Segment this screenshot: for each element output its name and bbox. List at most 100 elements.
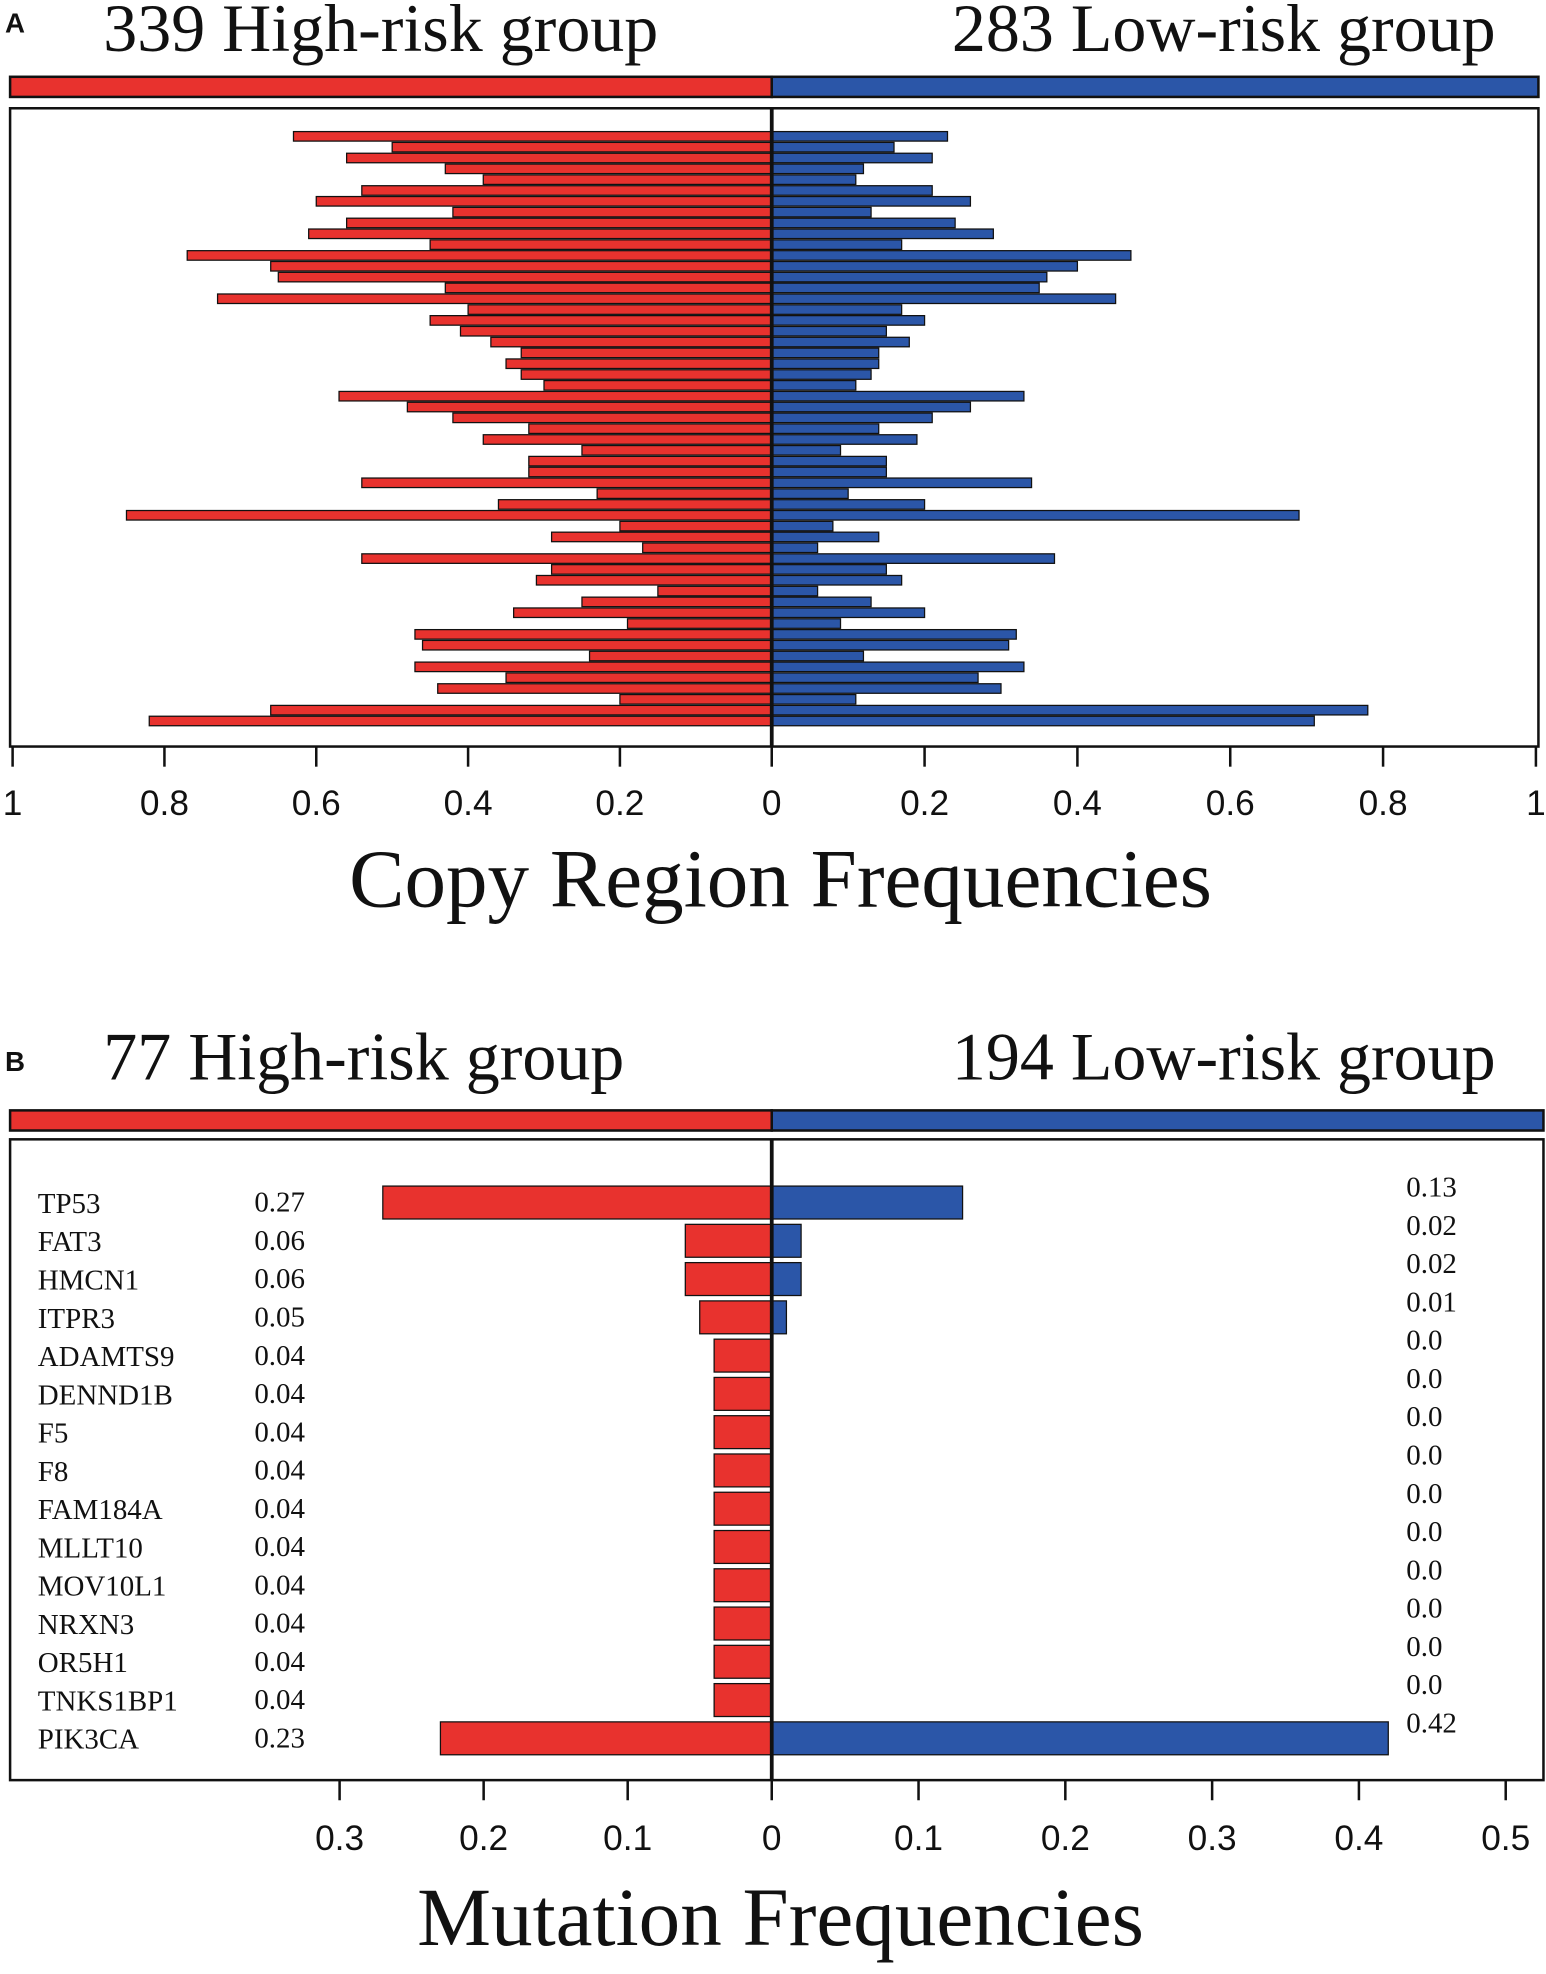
bar <box>771 477 1033 489</box>
bar <box>186 250 773 261</box>
bar <box>490 336 773 348</box>
bar <box>771 607 926 619</box>
value-label: 0.0 <box>1406 1325 1442 1357</box>
bar <box>771 358 880 370</box>
bar <box>771 163 865 175</box>
group-bar <box>770 75 1540 99</box>
bar <box>125 509 773 521</box>
bar <box>713 1568 773 1603</box>
bar <box>771 271 1048 283</box>
bar <box>345 217 773 229</box>
gene-label: ITPR3 <box>38 1303 115 1335</box>
gene-label: F8 <box>38 1456 69 1488</box>
x-tick-label: 1 <box>3 784 23 823</box>
x-tick-label: 0.3 <box>1188 1819 1237 1858</box>
bar <box>520 369 773 380</box>
bar <box>148 715 773 727</box>
bar <box>361 477 773 489</box>
gene-label: FAT3 <box>38 1226 102 1258</box>
x-tick-label: 0 <box>762 1819 782 1858</box>
bar <box>771 412 933 424</box>
bar <box>414 628 773 640</box>
group-title: 77 High-risk group <box>103 1018 624 1094</box>
bar <box>771 206 872 218</box>
bar <box>771 715 1315 727</box>
x-tick-label: 0.4 <box>1053 784 1102 823</box>
x-tick-label: 0.3 <box>315 1819 364 1858</box>
bar <box>771 347 880 359</box>
bar <box>771 315 926 326</box>
group-bar <box>8 1109 773 1132</box>
bar <box>513 607 773 619</box>
x-tick-label: 0.2 <box>1041 1819 1090 1858</box>
bar <box>771 250 1132 261</box>
bar <box>771 661 1025 673</box>
bar <box>713 1415 773 1450</box>
value-label: 0.02 <box>1406 1248 1457 1280</box>
bar <box>771 336 910 348</box>
bar <box>771 304 903 315</box>
value-label: 0.04 <box>254 1455 305 1487</box>
bar <box>619 693 773 705</box>
bar <box>771 564 887 575</box>
bar <box>308 228 773 240</box>
value-label: 0.0 <box>1406 1363 1442 1395</box>
bar <box>292 130 773 142</box>
gene-label: HMCN1 <box>38 1264 139 1296</box>
bar <box>497 499 773 510</box>
gene-label: TNKS1BP1 <box>38 1685 178 1717</box>
bar <box>771 239 903 251</box>
bar <box>528 466 773 478</box>
bar <box>642 542 773 554</box>
bar <box>771 596 872 608</box>
bar <box>713 1376 773 1411</box>
bar <box>771 1721 1389 1756</box>
gene-label: FAM184A <box>38 1494 163 1526</box>
bar <box>771 390 1025 402</box>
x-tick-label: 0.2 <box>595 784 644 823</box>
bar <box>277 271 773 283</box>
bar <box>771 325 887 337</box>
value-label: 0.02 <box>1406 1210 1457 1242</box>
bar <box>421 639 773 651</box>
bar <box>771 130 949 142</box>
bar <box>771 466 887 478</box>
bar <box>713 1644 773 1679</box>
group-title: 194 Low-risk group <box>952 1018 1496 1094</box>
bar <box>771 672 979 684</box>
bar <box>771 174 857 186</box>
bar <box>771 217 956 229</box>
value-label: 0.04 <box>254 1684 305 1716</box>
bar <box>270 704 773 716</box>
bar <box>771 639 1010 651</box>
bar <box>771 1300 788 1335</box>
bar <box>771 618 842 629</box>
gene-label: NRXN3 <box>38 1609 134 1641</box>
bar <box>713 1606 773 1641</box>
bar <box>626 618 773 629</box>
bar <box>771 282 1040 294</box>
bar <box>361 553 773 564</box>
bar <box>550 564 773 575</box>
bar <box>406 401 773 413</box>
bar <box>771 401 972 413</box>
bar <box>452 412 773 424</box>
bar <box>771 1185 964 1220</box>
x-axis-title: Mutation Frequencies <box>417 1871 1144 1963</box>
value-label: 0.04 <box>254 1493 305 1525</box>
group-bar <box>8 75 773 99</box>
bar <box>771 1223 802 1258</box>
value-label: 0.04 <box>254 1608 305 1640</box>
x-tick-label: 1 <box>1526 784 1546 823</box>
value-label: 0.04 <box>254 1378 305 1410</box>
bar <box>771 520 834 532</box>
bar <box>771 455 887 467</box>
bar <box>520 347 773 359</box>
bar <box>467 304 773 315</box>
bar <box>771 574 903 586</box>
x-tick-label: 0.1 <box>894 1819 943 1858</box>
value-label: 0.0 <box>1406 1593 1442 1625</box>
bar <box>713 1682 773 1718</box>
plot-frame <box>8 107 1540 748</box>
bar <box>771 628 1017 640</box>
